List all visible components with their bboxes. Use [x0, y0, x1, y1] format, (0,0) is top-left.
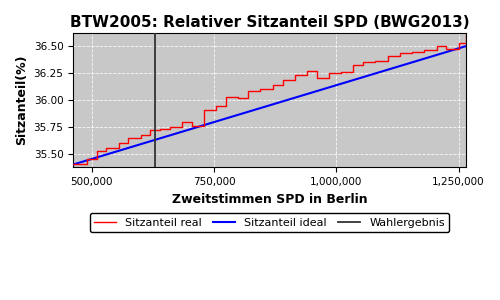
Sitzanteil real [326, 71, 332, 74]
Title: BTW2005: Relativer Sitzanteil SPD (BWG2013): BTW2005: Relativer Sitzanteil SPD (BWG20… [70, 15, 469, 30]
Sitzanteil real [70, 162, 76, 166]
Y-axis label: Sitzanteil(%): Sitzanteil(%) [15, 55, 28, 145]
Sitzanteil real [338, 70, 344, 74]
Sitzanteil real [422, 50, 428, 54]
Sitzanteil real [463, 33, 469, 37]
Sitzanteil real [463, 33, 469, 37]
Sitzanteil real [304, 69, 310, 72]
Legend: Sitzanteil real, Sitzanteil ideal, Wahlergebnis: Sitzanteil real, Sitzanteil ideal, Wahle… [90, 213, 450, 232]
X-axis label: Zweitstimmen SPD in Berlin: Zweitstimmen SPD in Berlin [172, 193, 368, 206]
Sitzanteil real [84, 157, 90, 160]
Line: Sitzanteil real: Sitzanteil real [73, 35, 466, 164]
Sitzanteil real [304, 73, 310, 77]
